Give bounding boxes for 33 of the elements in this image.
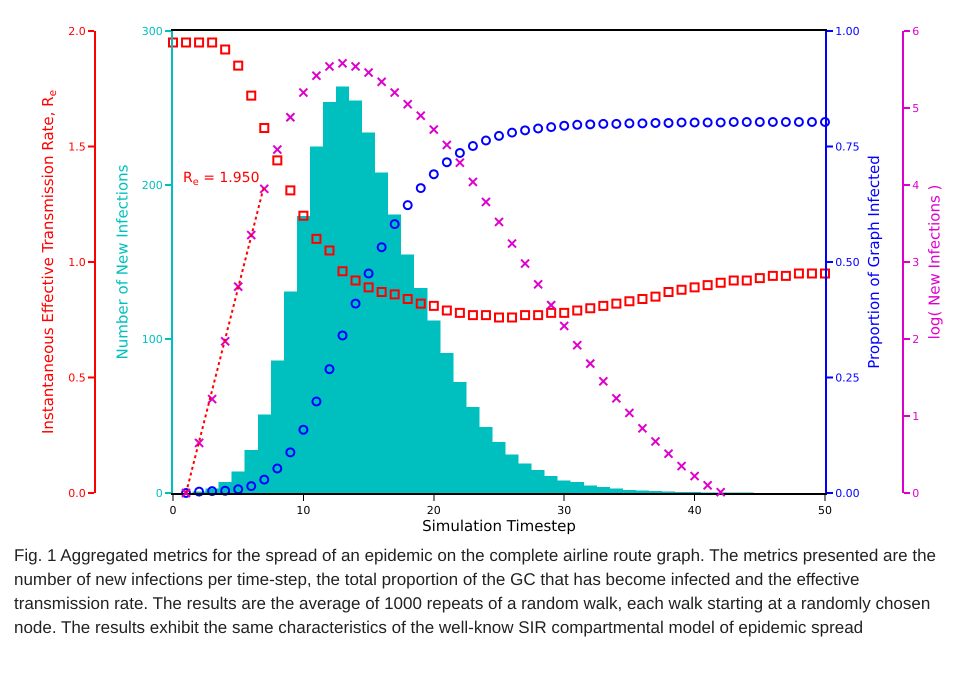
y-tick-label: 300	[142, 24, 163, 38]
x-tick-label: 30	[557, 504, 572, 518]
y2-tick-label: 1.5	[68, 140, 86, 154]
y3-tick-label: 0.25	[835, 371, 860, 384]
y-tick-label: 5	[912, 102, 920, 115]
y-tick-label: 4	[912, 178, 920, 192]
caption: Fig. 1 Aggregated metrics for the spread of an epidemic on the complete airline route graph. The metrics presented are the number of new infections per time-step, the total proportion of the GC that has become infected and the effective transmission rate. The results are the average of 1000 repeats of a random walk, each walk starting at a randomly chosen node. The results exhibit the same characteristics of the well-know SIR compartmental model of epidemic spread	[14, 545, 937, 639]
y2-tick-label: 0.5	[68, 371, 86, 384]
y-tick-label: 200	[142, 178, 163, 192]
x-axis-title: Simulation Timestep	[422, 517, 576, 536]
y3-tick-label: 0.75	[835, 140, 860, 154]
x-tick-label: 10	[296, 504, 310, 518]
y-tick-label: 0	[912, 486, 920, 500]
y2-tick-label: 2.0	[68, 24, 86, 38]
x-tick-label: 0	[170, 504, 176, 518]
y-tick-label: 0	[156, 486, 163, 500]
x-tick-label: 20	[426, 504, 441, 518]
y2-tick-label: 0.0	[68, 486, 86, 500]
y3-tick-label: 1.00	[835, 24, 860, 38]
y-tick-label: 2	[912, 332, 920, 346]
y-axis-title: Number of New Infections	[114, 164, 132, 360]
y-tick-label: 6	[912, 24, 920, 38]
x-tick-label: 50	[818, 504, 832, 518]
y3-tick-label: 0.00	[835, 486, 860, 500]
y2-tick-label: 1.0	[68, 256, 86, 269]
y-tick-label: 1	[912, 410, 920, 423]
annotation: R$_{e}$ = 1.950	[183, 170, 260, 188]
y-tick-label: 3	[912, 256, 920, 269]
y-tick-label: 100	[142, 332, 163, 346]
y-axis-title: log( New Infections )	[926, 184, 944, 340]
x-tick-label: 40	[688, 504, 702, 518]
y3-tick-label: 0.50	[835, 256, 860, 269]
y3-axis-title: Proportion of Graph Infected	[865, 155, 884, 369]
